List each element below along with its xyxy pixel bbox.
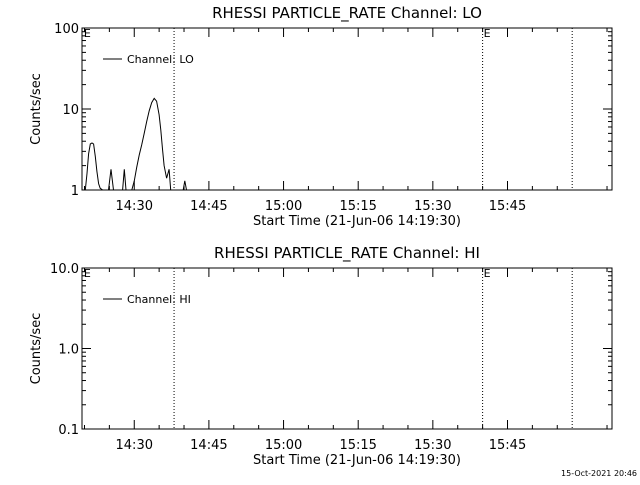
- x-tick-label: 14:45: [190, 199, 227, 214]
- y-tick-label: 10: [62, 103, 79, 118]
- series-line-segment: [108, 169, 114, 190]
- chart-title: RHESSI PARTICLE_RATE Channel: HI: [214, 244, 480, 263]
- event-marker-label: E: [484, 27, 491, 40]
- x-tick-label: 15:15: [339, 199, 376, 214]
- x-tick-label: 15:15: [339, 438, 376, 453]
- x-axis-label: Start Time (21-Jun-06 14:19:30): [253, 214, 461, 229]
- series-line-segment: [131, 97, 172, 190]
- x-tick-label: 14:30: [116, 438, 153, 453]
- y-axis-label: Counts/sec: [29, 73, 44, 145]
- x-tick-label: 15:00: [265, 438, 302, 453]
- x-axis-label: Start Time (21-Jun-06 14:19:30): [253, 453, 461, 468]
- x-tick-label: 15:30: [414, 438, 451, 453]
- y-tick-label: 0.1: [58, 423, 79, 438]
- x-tick-label: 15:00: [265, 199, 302, 214]
- y-tick-label: 10.0: [50, 262, 79, 277]
- event-marker-label: E: [484, 267, 491, 280]
- x-tick-label: 15:45: [489, 199, 526, 214]
- x-tick-label: 15:45: [489, 438, 526, 453]
- legend-entry: Channel: LO: [127, 53, 194, 66]
- y-tick-label: 1.0: [58, 343, 79, 358]
- y-tick-label: 100: [54, 22, 79, 37]
- series-line-segment: [122, 169, 127, 190]
- series-line-segment: [182, 180, 187, 190]
- series-line-segment: [84, 142, 103, 190]
- y-tick-label: 1: [71, 184, 79, 199]
- timestamp-footer: 15-Oct-2021 20:46: [561, 469, 637, 478]
- event-marker-label: E: [84, 267, 91, 280]
- x-tick-label: 14:30: [116, 199, 153, 214]
- y-axis-label: Counts/sec: [29, 313, 44, 385]
- x-tick-label: 15:30: [414, 199, 451, 214]
- legend-entry: Channel: HI: [127, 293, 191, 306]
- x-tick-label: 14:45: [190, 438, 227, 453]
- chart-title: RHESSI PARTICLE_RATE Channel: LO: [212, 4, 482, 23]
- event-marker-label: E: [84, 27, 91, 40]
